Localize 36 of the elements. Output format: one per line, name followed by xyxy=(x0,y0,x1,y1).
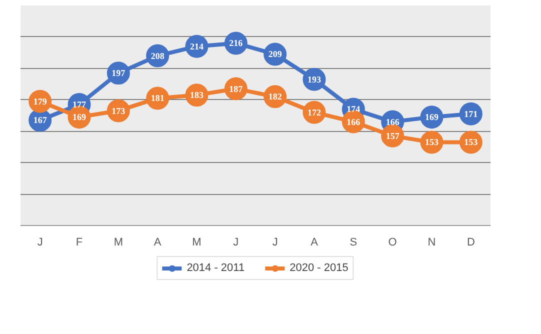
data-label: 214 xyxy=(190,41,204,52)
data-label: 167 xyxy=(33,115,48,126)
data-label: 216 xyxy=(229,38,244,48)
x-tick-label: M xyxy=(192,236,202,248)
data-label: 179 xyxy=(33,96,48,106)
data-label: 187 xyxy=(229,84,244,94)
data-label: 169 xyxy=(72,112,86,122)
x-tick-label: A xyxy=(310,236,319,248)
data-label: 166 xyxy=(346,116,361,127)
data-label: 183 xyxy=(190,90,204,100)
data-label: 209 xyxy=(268,49,282,60)
x-tick-label: J xyxy=(233,236,239,248)
data-label: 197 xyxy=(112,68,126,78)
legend-label: 2014 - 2011 xyxy=(186,261,245,275)
data-label: 208 xyxy=(150,50,165,61)
data-label: 193 xyxy=(308,74,322,84)
data-label: 153 xyxy=(464,137,478,148)
x-tick-label: D xyxy=(466,236,475,248)
data-label: 171 xyxy=(464,108,478,119)
x-tick-label: J xyxy=(37,236,43,248)
data-label: 157 xyxy=(386,130,400,141)
x-tick-label: F xyxy=(76,236,83,248)
x-tick-label: S xyxy=(350,236,358,248)
data-label: 173 xyxy=(112,106,126,116)
x-tick-label: N xyxy=(428,236,436,248)
data-label: 153 xyxy=(425,137,439,148)
data-label: 181 xyxy=(150,93,165,104)
x-tick-label: A xyxy=(154,236,162,248)
data-label: 166 xyxy=(386,116,400,127)
legend-label: 2020 - 2015 xyxy=(290,261,348,275)
data-label: 172 xyxy=(308,107,322,118)
data-label: 182 xyxy=(268,92,282,102)
data-label: 169 xyxy=(425,112,439,122)
x-tick-label: M xyxy=(114,236,124,248)
x-tick-label: O xyxy=(388,236,398,248)
x-tick-label: J xyxy=(272,236,278,248)
